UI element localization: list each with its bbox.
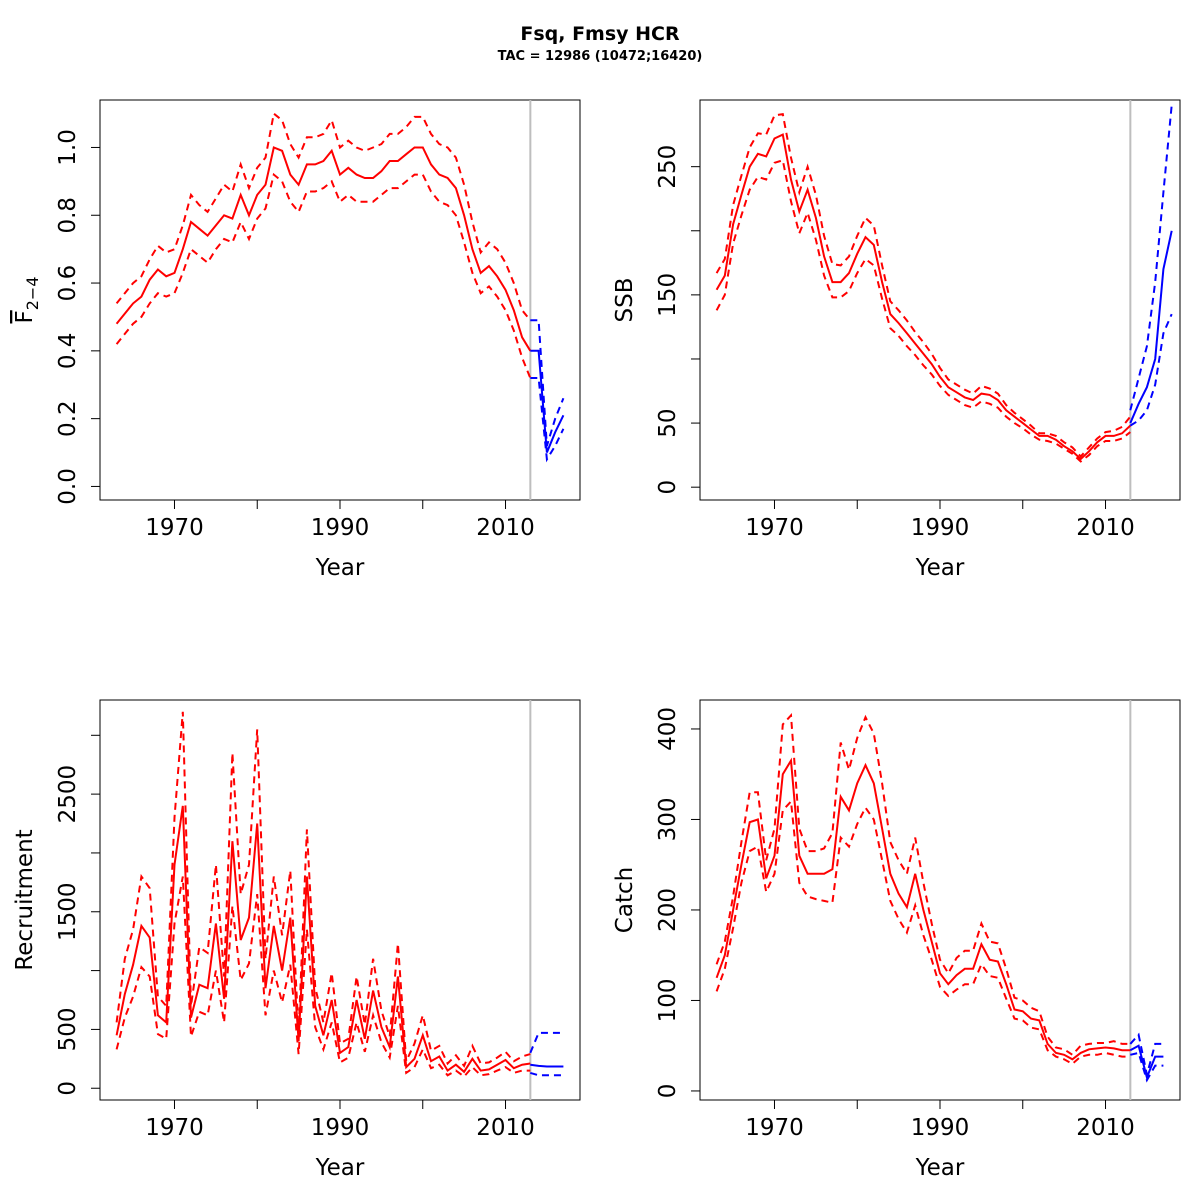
historic-lower-bound-line [715,159,1131,463]
historic-upper-bound-line [115,711,531,1068]
y-axis-label: F2−4 [12,277,42,324]
y-tick-label: 0 [655,1084,681,1099]
x-tick-label: 2010 [1076,1115,1135,1141]
x-tick-label: 1990 [311,515,370,541]
panel-recruitment: 1970 1990 2010 Year 0 500 1500 2500 Recruitment [12,699,581,1181]
historic-median-line [115,146,532,352]
x-axis-label: Year [915,555,965,581]
y-tick-label: 500 [55,1007,81,1051]
projection-lower-bound-line [1129,313,1173,427]
historic-lower-bound-line [115,876,531,1078]
y-tick-label: 300 [655,798,681,842]
y-tick-label: 1500 [55,882,81,941]
plot-frame [99,99,581,501]
x-tick-label: 2010 [476,515,535,541]
projection-lower-bound-line [530,377,565,463]
y-tick-label: 0.8 [55,197,81,234]
historic-lower-bound-line [115,172,532,379]
projection-lower-bound-line [530,1071,564,1077]
historic-median-line [715,757,1131,1061]
x-tick-label: 1990 [911,515,970,541]
historic-median-line [715,133,1131,461]
y-axis-label: Recruitment [12,829,38,970]
x-tick-label: 2010 [1076,515,1135,541]
projection-upper-bound-line [530,319,565,447]
y-tick-label: 0 [655,480,681,495]
x-axis-label: Year [915,1155,965,1181]
y-tick-label: 250 [655,145,681,189]
panel-ssb: 1970 1990 2010 Year 0 50 150 250 SSB [612,99,1181,581]
x-axis-label: Year [315,555,365,581]
y-axis-label: SSB [612,278,638,323]
y-tick-label: 200 [655,888,681,932]
x-tick-label: 1990 [911,1115,970,1141]
projection-lower-bound-line [1130,1051,1164,1083]
y-axis-label: Catch [612,867,638,933]
projection-median-line [530,349,565,453]
historic-upper-bound-line [715,713,1131,1057]
x-tick-label: 1970 [745,1115,804,1141]
y-tick-label: 150 [655,273,681,317]
historic-median-line [115,805,531,1074]
projection-median-line [1129,1044,1164,1081]
x-tick-label: 1970 [145,1115,204,1141]
x-tick-label: 2010 [476,1115,535,1141]
historic-upper-bound-line [715,112,1132,458]
x-axis-label: Year [315,1155,365,1181]
y-tick-label: 0 [55,1081,81,1096]
projection-upper-bound-line [529,1031,564,1054]
historic-upper-bound-line [115,111,532,321]
y-tick-label: 0.6 [55,265,81,302]
y-tick-label: 0.2 [55,400,81,437]
y-tick-label: 400 [655,707,681,751]
x-tick-label: 1970 [145,515,204,541]
projection-median-line [1129,230,1173,424]
projection-upper-bound-line [1129,1032,1164,1075]
projection-upper-bound-line [1129,105,1173,411]
historic-lower-bound-line [715,799,1131,1066]
y-axis-label-main: F [12,310,38,323]
x-tick-label: 1970 [745,515,804,541]
projection-median-line [530,1063,564,1068]
figure-subtitle: TAC = 12986 (10472;16420) [498,49,703,64]
plot-frame [699,699,1181,1101]
y-axis-label-subscript: 2−4 [23,277,42,311]
y-tick-label: 50 [655,408,681,437]
y-tick-label: 100 [655,978,681,1022]
y-tick-label: 1.0 [55,129,81,166]
y-tick-label: 2500 [55,765,81,824]
x-tick-label: 1990 [311,1115,370,1141]
y-tick-label: 0.0 [55,468,81,505]
panel-catch: 1970 1990 2010 Year 0 100 200 300 400 Catch [612,699,1181,1181]
panel-fbar: 1970 1990 2010 Year 0.0 0.2 0.4 0.6 0.8 1.0 F2−4 [12,99,581,581]
y-tick-label: 0.4 [55,333,81,370]
figure-title: Fsq, Fmsy HCR [520,23,680,45]
